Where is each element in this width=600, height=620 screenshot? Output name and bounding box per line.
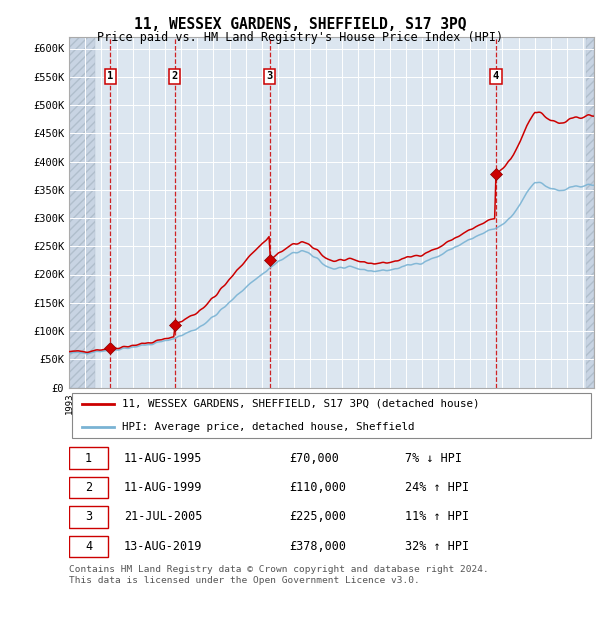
Text: 2: 2 xyxy=(172,71,178,81)
Text: 11, WESSEX GARDENS, SHEFFIELD, S17 3PQ (detached house): 11, WESSEX GARDENS, SHEFFIELD, S17 3PQ (… xyxy=(121,399,479,409)
Text: 13-AUG-2019: 13-AUG-2019 xyxy=(124,540,203,553)
Text: Price paid vs. HM Land Registry's House Price Index (HPI): Price paid vs. HM Land Registry's House … xyxy=(97,31,503,44)
Text: 3: 3 xyxy=(85,510,92,523)
FancyBboxPatch shape xyxy=(69,447,109,469)
Text: 1: 1 xyxy=(107,71,113,81)
FancyBboxPatch shape xyxy=(71,392,592,438)
FancyBboxPatch shape xyxy=(69,536,109,557)
Text: 11-AUG-1999: 11-AUG-1999 xyxy=(124,481,203,494)
Text: 2: 2 xyxy=(85,481,92,494)
Text: 3: 3 xyxy=(266,71,273,81)
Text: 11% ↑ HPI: 11% ↑ HPI xyxy=(405,510,469,523)
Bar xyxy=(586,37,594,387)
FancyBboxPatch shape xyxy=(69,506,109,528)
Text: £110,000: £110,000 xyxy=(290,481,347,494)
Text: 11-AUG-1995: 11-AUG-1995 xyxy=(124,451,203,464)
Text: 11, WESSEX GARDENS, SHEFFIELD, S17 3PQ: 11, WESSEX GARDENS, SHEFFIELD, S17 3PQ xyxy=(134,17,466,32)
Text: 24% ↑ HPI: 24% ↑ HPI xyxy=(405,481,469,494)
Text: HPI: Average price, detached house, Sheffield: HPI: Average price, detached house, Shef… xyxy=(121,422,414,432)
Text: 32% ↑ HPI: 32% ↑ HPI xyxy=(405,540,469,553)
Text: 7% ↓ HPI: 7% ↓ HPI xyxy=(405,451,462,464)
Text: 4: 4 xyxy=(493,71,499,81)
Text: £378,000: £378,000 xyxy=(290,540,347,553)
Bar xyxy=(69,37,95,387)
FancyBboxPatch shape xyxy=(69,477,109,498)
Text: 21-JUL-2005: 21-JUL-2005 xyxy=(124,510,203,523)
Text: Contains HM Land Registry data © Crown copyright and database right 2024.
This d: Contains HM Land Registry data © Crown c… xyxy=(69,565,489,585)
Text: 4: 4 xyxy=(85,540,92,553)
Text: 1: 1 xyxy=(85,451,92,464)
Text: £225,000: £225,000 xyxy=(290,510,347,523)
Text: £70,000: £70,000 xyxy=(290,451,340,464)
